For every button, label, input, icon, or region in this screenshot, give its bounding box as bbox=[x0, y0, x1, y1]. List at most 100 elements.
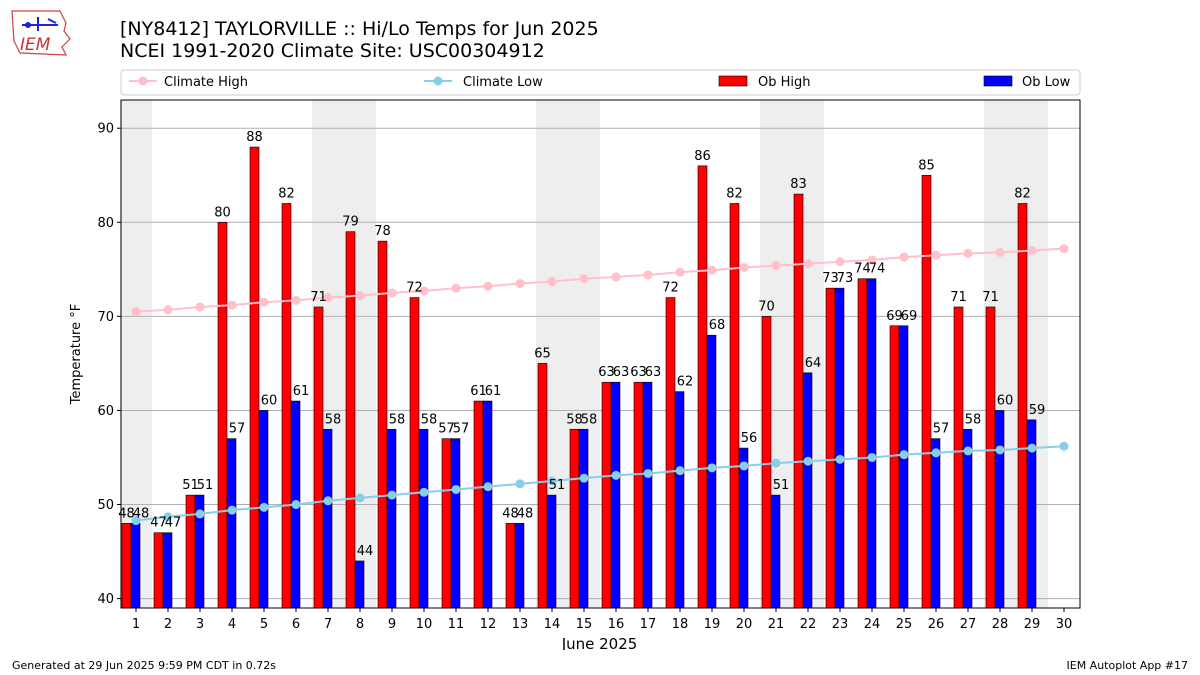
climate-high-point bbox=[195, 302, 205, 312]
ob-high-bar bbox=[601, 381, 612, 609]
ob-high-bar bbox=[953, 306, 964, 609]
climate-low-point bbox=[643, 468, 653, 478]
climate-high-point bbox=[1059, 244, 1069, 254]
ob-low-bar bbox=[962, 428, 973, 609]
ob-low-value-label: 59 bbox=[1029, 403, 1046, 418]
bars bbox=[121, 146, 1037, 609]
climate-low-point bbox=[899, 450, 909, 460]
ob-low-value-label: 69 bbox=[901, 309, 918, 324]
ob-low-value-label: 58 bbox=[421, 412, 438, 427]
x-tick-label: 16 bbox=[608, 617, 625, 632]
x-tick-label: 17 bbox=[640, 617, 657, 632]
x-tick-label: 7 bbox=[324, 617, 332, 632]
ob-low-value-label: 48 bbox=[517, 506, 534, 521]
ob-high-value-label: 48 bbox=[502, 506, 519, 521]
climate-high-point bbox=[579, 274, 589, 284]
climate-low-point bbox=[771, 458, 781, 468]
x-tick-label: 21 bbox=[768, 617, 785, 632]
climate-high-line bbox=[135, 247, 1065, 313]
climate-low-point bbox=[131, 516, 141, 526]
ob-low-bar bbox=[642, 381, 653, 609]
climate-low-point bbox=[451, 484, 461, 494]
ob-high-value-label: 82 bbox=[726, 186, 743, 201]
legend-label-climate-high: Climate High bbox=[164, 75, 248, 90]
climate-low-point bbox=[291, 500, 301, 510]
y-tick-label: 60 bbox=[97, 404, 114, 419]
x-tick-label: 29 bbox=[1024, 617, 1041, 632]
footer-app: IEM Autoplot App #17 bbox=[1066, 659, 1189, 672]
ob-low-value-label: 57 bbox=[229, 422, 246, 437]
ob-low-bar bbox=[738, 447, 749, 609]
y-tick-label: 80 bbox=[97, 216, 114, 231]
ob-low-bar bbox=[770, 494, 781, 609]
climate-high-point bbox=[259, 297, 269, 307]
ob-low-value-label: 73 bbox=[837, 271, 854, 286]
chart-subtitle: NCEI 1991-2020 Climate Site: USC00304912 bbox=[120, 40, 545, 62]
climate-low-point bbox=[227, 505, 237, 515]
ob-low-value-label: 61 bbox=[293, 384, 310, 399]
bar-value-labels: 4848474751518057886082617158794478587258… bbox=[118, 130, 1045, 559]
climate-high-point bbox=[899, 252, 909, 262]
chart: 4848474751518057886082617158794478587258… bbox=[69, 69, 1081, 650]
ob-high-bar bbox=[217, 221, 228, 609]
ob-high-bar bbox=[793, 193, 804, 609]
ob-low-bar bbox=[450, 438, 461, 609]
x-tick-label: 19 bbox=[704, 617, 721, 632]
x-tick-label: 3 bbox=[196, 617, 204, 632]
climate-high-point bbox=[643, 270, 653, 280]
ob-high-bar bbox=[761, 316, 772, 609]
ob-high-value-label: 70 bbox=[758, 299, 775, 314]
x-tick-label: 15 bbox=[576, 617, 593, 632]
climate-high-point bbox=[547, 277, 557, 287]
climate-low-point bbox=[867, 452, 877, 462]
ob-low-value-label: 57 bbox=[453, 422, 470, 437]
ob-high-bar bbox=[537, 363, 548, 609]
gridlines bbox=[121, 127, 1080, 600]
climate-high-point bbox=[835, 257, 845, 267]
ob-high-bar bbox=[153, 532, 164, 609]
ob-high-bar bbox=[825, 287, 836, 609]
climate-high-point bbox=[323, 293, 333, 303]
climate-low-point bbox=[835, 454, 845, 464]
climate-high-point bbox=[419, 286, 429, 296]
ob-low-value-label: 63 bbox=[613, 365, 630, 380]
iem-logo: IEM bbox=[11, 10, 71, 56]
x-tick-label: 27 bbox=[960, 617, 977, 632]
climate-low-point bbox=[259, 502, 269, 512]
x-tick-label: 10 bbox=[416, 617, 433, 632]
ob-low-value-label: 58 bbox=[325, 412, 342, 427]
ob-high-value-label: 71 bbox=[310, 290, 327, 305]
ob-high-bar bbox=[697, 165, 708, 609]
climate-low-point bbox=[387, 490, 397, 500]
climate-low-point bbox=[803, 456, 813, 466]
climate-low-point bbox=[515, 479, 525, 489]
ob-low-value-label: 51 bbox=[549, 478, 566, 493]
ob-high-bar bbox=[665, 297, 676, 609]
climate-high-point bbox=[995, 247, 1005, 257]
ob-low-value-label: 48 bbox=[133, 506, 150, 521]
ob-low-bar bbox=[418, 428, 429, 609]
climate-low-point bbox=[1059, 441, 1069, 451]
climate-low-line bbox=[135, 445, 1065, 522]
ob-high-value-label: 69 bbox=[886, 309, 903, 324]
legend-ob-low: Ob Low bbox=[983, 75, 1071, 90]
ob-low-value-label: 47 bbox=[165, 516, 182, 531]
ob-high-bar bbox=[473, 400, 484, 609]
climate-high-point bbox=[867, 255, 877, 265]
ob-low-bar bbox=[578, 428, 589, 609]
climate-high-point bbox=[291, 295, 301, 305]
x-tick-label: 1 bbox=[132, 617, 140, 632]
climate-high-point bbox=[355, 291, 365, 301]
ob-high-bar bbox=[729, 203, 740, 609]
ob-low-bar bbox=[386, 428, 397, 609]
plot-frame bbox=[120, 99, 1081, 609]
ob-high-bar bbox=[281, 203, 292, 609]
ob-high-value-label: 85 bbox=[918, 158, 935, 173]
climate-high-point bbox=[771, 261, 781, 271]
climate-low-point bbox=[963, 446, 973, 456]
ob-high-value-label: 57 bbox=[438, 422, 455, 437]
ob-high-value-label: 82 bbox=[1014, 186, 1031, 201]
climate-high-point bbox=[515, 278, 525, 288]
x-tick-label: 22 bbox=[800, 617, 817, 632]
